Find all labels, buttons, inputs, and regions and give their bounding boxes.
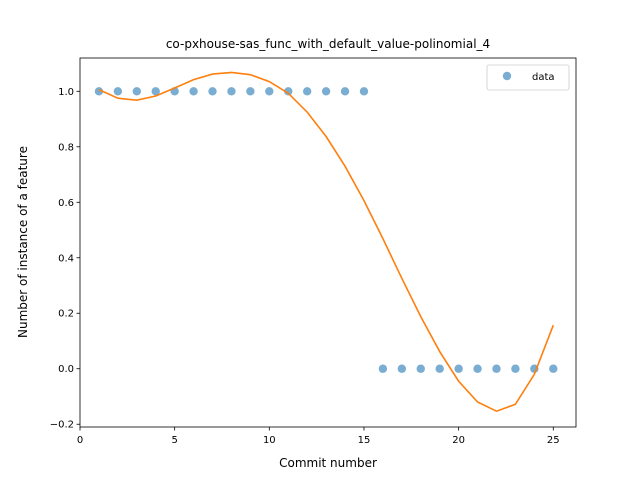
fit-line (98, 71, 555, 413)
y-tick-label: 0.4 (58, 253, 74, 264)
data-point (284, 87, 293, 96)
data-point (227, 87, 236, 96)
data-point (378, 364, 388, 373)
legend: data (486, 64, 570, 91)
y-tick-label: 0.6 (58, 198, 74, 209)
legend-marker (502, 71, 512, 81)
y-tick-label: 0.2 (58, 309, 74, 320)
data-point (549, 364, 558, 373)
x-tick-label: 10 (263, 435, 276, 446)
data-point (397, 364, 407, 373)
y-axis: −0.2 0.0 0.2 0.4 0.6 0.8 1.0 (50, 87, 80, 431)
y-axis-label: Number of instance of a feature (16, 146, 30, 338)
x-tick-label: 5 (171, 435, 177, 446)
data-point (132, 87, 141, 96)
y-tick-label: 0.0 (58, 364, 74, 375)
data-point (321, 87, 331, 96)
data-point (511, 364, 520, 373)
x-axis: 0 5 10 15 20 25 (77, 427, 560, 446)
data-point (208, 87, 217, 96)
data-point (359, 87, 369, 96)
x-axis-label: Commit number (279, 456, 377, 470)
x-tick-label: 25 (547, 435, 560, 446)
x-tick-label: 20 (452, 435, 465, 446)
data-point (302, 87, 312, 96)
data-point (113, 87, 123, 96)
data-point (340, 87, 350, 96)
x-tick-label: 15 (358, 435, 371, 446)
data-point (416, 364, 425, 373)
x-tick-label: 0 (77, 435, 83, 446)
data-point (246, 87, 255, 96)
data-point (454, 364, 463, 373)
data-point (435, 364, 444, 373)
chart-title: co-pxhouse-sas_func_with_default_value-p… (166, 37, 490, 51)
legend-box (486, 64, 570, 91)
plot-area (94, 71, 558, 413)
y-tick-label: 1.0 (58, 87, 74, 98)
data-point (94, 87, 104, 96)
y-tick-label: 0.8 (58, 142, 74, 153)
axes-frame (79, 57, 577, 428)
legend-label: data (532, 72, 555, 83)
data-point (473, 364, 482, 373)
data-point (492, 364, 501, 373)
data-point (151, 87, 160, 96)
data-point (265, 87, 274, 96)
data-point (189, 87, 198, 96)
y-tick-label: −0.2 (50, 420, 74, 431)
